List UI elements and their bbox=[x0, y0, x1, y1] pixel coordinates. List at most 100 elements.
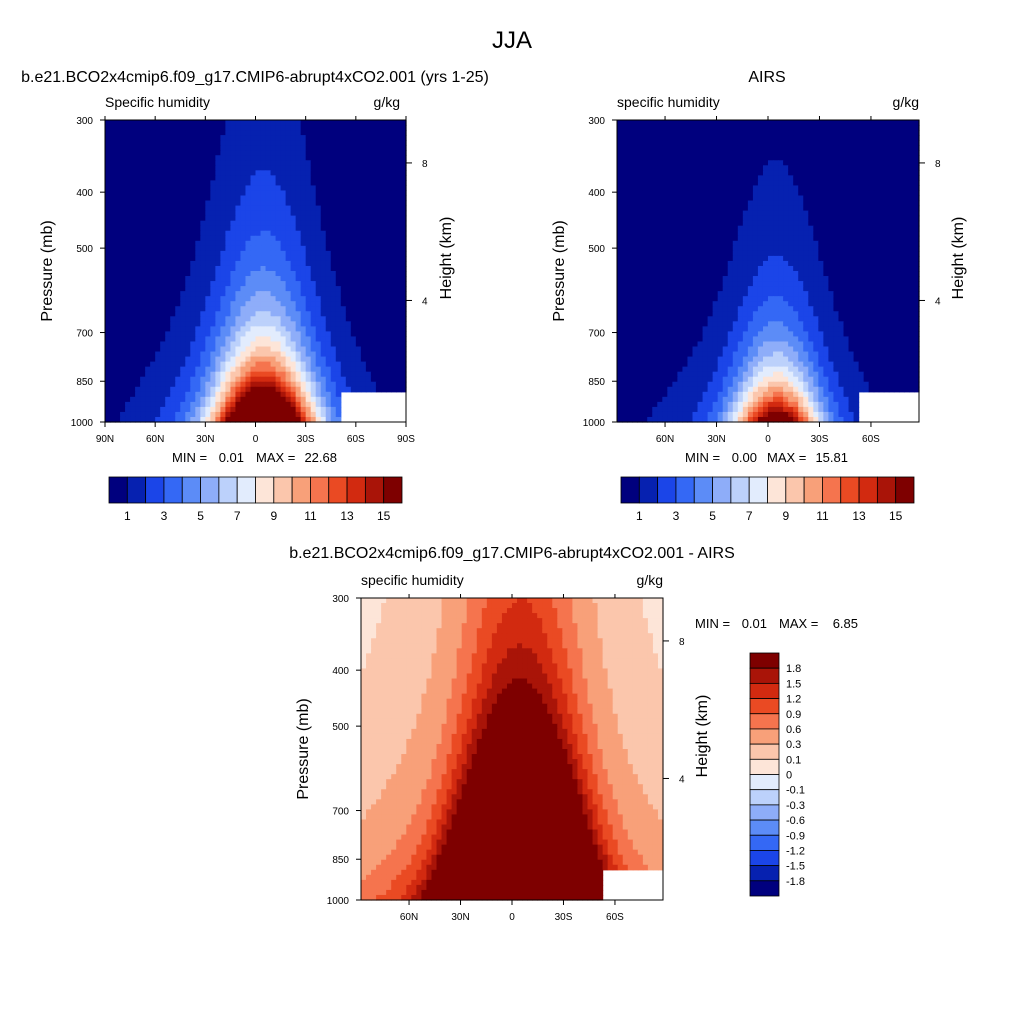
field-cell bbox=[130, 245, 136, 252]
field-cell bbox=[195, 316, 201, 322]
field-cell bbox=[375, 125, 382, 131]
field-cell bbox=[747, 120, 754, 126]
field-cell bbox=[320, 165, 327, 171]
field-cell bbox=[250, 170, 257, 176]
field-cell bbox=[385, 170, 392, 176]
field-cell bbox=[170, 286, 176, 292]
field-cell bbox=[788, 150, 794, 156]
field-cell bbox=[110, 276, 116, 282]
field-cell bbox=[150, 281, 156, 287]
field-cell bbox=[290, 195, 297, 202]
field-cell bbox=[350, 135, 357, 141]
field-cell bbox=[270, 210, 277, 217]
field-cell bbox=[115, 130, 121, 136]
field-cell bbox=[682, 205, 689, 212]
field-cell bbox=[220, 311, 226, 317]
field-cell bbox=[150, 386, 156, 393]
field-cell bbox=[833, 150, 840, 156]
field-cell bbox=[380, 205, 387, 212]
field-cell bbox=[808, 145, 814, 151]
field-cell bbox=[255, 220, 262, 227]
field-cell bbox=[230, 366, 237, 373]
field-cell bbox=[893, 205, 900, 212]
field-cell bbox=[110, 366, 116, 373]
field-cell bbox=[828, 210, 835, 217]
field-cell bbox=[818, 230, 824, 237]
field-cell bbox=[115, 376, 121, 383]
field-cell bbox=[135, 356, 141, 363]
field-cell bbox=[370, 366, 377, 373]
field-cell bbox=[300, 245, 307, 252]
field-cell bbox=[185, 260, 191, 267]
field-cell bbox=[390, 326, 397, 332]
field-cell bbox=[833, 130, 840, 136]
field-cell bbox=[310, 245, 317, 252]
field-cell bbox=[707, 205, 714, 212]
field-cell bbox=[195, 281, 201, 287]
field-cell bbox=[798, 205, 804, 212]
field-cell bbox=[235, 140, 242, 146]
field-cell bbox=[375, 286, 382, 292]
field-cell bbox=[195, 175, 201, 181]
field-cell bbox=[290, 301, 297, 307]
field-cell bbox=[210, 311, 216, 317]
field-cell bbox=[773, 225, 779, 232]
field-cell bbox=[803, 145, 809, 151]
field-cell bbox=[778, 170, 784, 176]
field-cell bbox=[687, 195, 694, 202]
field-cell bbox=[365, 175, 372, 181]
field-cell bbox=[350, 215, 357, 222]
field-cell bbox=[310, 346, 317, 353]
field-cell bbox=[240, 411, 247, 418]
field-cell bbox=[370, 245, 377, 252]
field-cell bbox=[140, 260, 146, 267]
field-cell bbox=[160, 170, 166, 176]
field-cell bbox=[270, 150, 277, 156]
field-cell bbox=[175, 341, 181, 348]
field-cell bbox=[315, 391, 322, 398]
field-cell bbox=[235, 180, 242, 187]
field-cell bbox=[330, 391, 337, 398]
model-max-label: MAX = bbox=[256, 450, 295, 465]
field-cell bbox=[190, 185, 196, 192]
field-cell bbox=[260, 240, 267, 247]
field-cell bbox=[752, 180, 759, 187]
field-cell bbox=[908, 225, 915, 232]
field-cell bbox=[395, 160, 402, 166]
field-cell bbox=[395, 140, 402, 146]
field-cell bbox=[150, 296, 156, 302]
field-cell bbox=[185, 130, 191, 136]
field-cell bbox=[697, 125, 704, 131]
field-cell bbox=[360, 376, 367, 383]
field-cell bbox=[823, 190, 829, 197]
field-cell bbox=[200, 185, 206, 192]
field-cell bbox=[300, 346, 307, 353]
field-cell bbox=[692, 135, 699, 141]
field-cell bbox=[360, 120, 367, 126]
field-cell bbox=[120, 356, 126, 363]
field-cell bbox=[305, 225, 312, 232]
field-cell bbox=[833, 205, 840, 212]
field-cell bbox=[652, 170, 658, 176]
field-cell bbox=[305, 190, 312, 197]
field-cell bbox=[290, 381, 297, 388]
field-cell bbox=[230, 306, 237, 312]
field-cell bbox=[140, 276, 146, 282]
field-cell bbox=[220, 220, 226, 227]
field-cell bbox=[255, 185, 262, 192]
field-cell bbox=[285, 346, 292, 353]
field-cell bbox=[395, 190, 402, 197]
field-cell bbox=[190, 125, 196, 131]
field-cell bbox=[175, 140, 181, 146]
field-cell bbox=[205, 130, 211, 136]
field-cell bbox=[883, 135, 890, 141]
field-cell bbox=[662, 175, 668, 181]
field-cell bbox=[285, 230, 292, 237]
field-cell bbox=[325, 245, 332, 252]
field-cell bbox=[255, 155, 262, 161]
field-cell bbox=[390, 180, 397, 187]
field-cell bbox=[170, 336, 176, 343]
field-cell bbox=[813, 175, 819, 181]
field-cell bbox=[375, 240, 382, 247]
field-cell bbox=[275, 271, 282, 277]
